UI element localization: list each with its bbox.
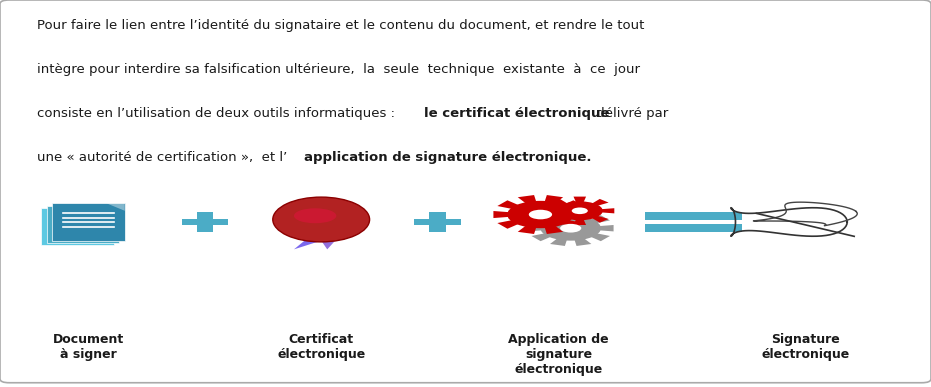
FancyBboxPatch shape: [182, 219, 228, 225]
Polygon shape: [294, 240, 321, 249]
FancyBboxPatch shape: [47, 205, 119, 243]
Text: délivré par: délivré par: [592, 107, 668, 120]
Circle shape: [557, 201, 602, 220]
Polygon shape: [532, 215, 553, 224]
Polygon shape: [574, 238, 591, 246]
Polygon shape: [545, 225, 563, 234]
Polygon shape: [560, 200, 584, 209]
Ellipse shape: [273, 197, 370, 242]
FancyBboxPatch shape: [429, 212, 446, 231]
Circle shape: [560, 224, 581, 233]
Polygon shape: [518, 225, 536, 234]
Text: Application de
signature
électronique: Application de signature électronique: [508, 333, 609, 376]
Polygon shape: [106, 203, 125, 211]
Polygon shape: [550, 211, 567, 219]
Circle shape: [507, 201, 573, 228]
Polygon shape: [550, 238, 567, 246]
Polygon shape: [599, 208, 614, 213]
FancyBboxPatch shape: [196, 212, 213, 231]
Text: intègre pour interdire sa falsification ultérieure,  la  seule  technique  exist: intègre pour interdire sa falsification …: [37, 63, 641, 76]
Text: Pour faire le lien entre l’identité du signataire et le contenu du document, et : Pour faire le lien entre l’identité du s…: [37, 19, 644, 32]
Polygon shape: [568, 211, 587, 218]
Polygon shape: [321, 240, 336, 249]
Circle shape: [540, 216, 601, 241]
Polygon shape: [528, 225, 546, 231]
Polygon shape: [518, 195, 536, 204]
Text: Certificat
électronique: Certificat électronique: [277, 333, 365, 361]
FancyBboxPatch shape: [414, 219, 461, 225]
Text: consiste en l’utilisation de deux outils informatiques :: consiste en l’utilisation de deux outils…: [37, 107, 399, 120]
Polygon shape: [588, 215, 610, 224]
Polygon shape: [591, 199, 609, 206]
FancyBboxPatch shape: [41, 208, 114, 245]
Polygon shape: [573, 197, 586, 203]
Text: Document
à signer: Document à signer: [53, 333, 124, 361]
Ellipse shape: [294, 208, 336, 223]
Polygon shape: [551, 199, 569, 206]
FancyBboxPatch shape: [644, 224, 743, 232]
Polygon shape: [545, 195, 563, 204]
Polygon shape: [546, 208, 560, 213]
Circle shape: [529, 210, 552, 219]
Polygon shape: [574, 211, 591, 219]
FancyBboxPatch shape: [52, 203, 125, 241]
FancyBboxPatch shape: [644, 212, 743, 220]
Polygon shape: [551, 216, 569, 223]
Polygon shape: [591, 216, 609, 223]
Text: le certificat électronique: le certificat électronique: [424, 107, 609, 120]
Polygon shape: [497, 200, 521, 209]
Text: application de signature électronique.: application de signature électronique.: [304, 151, 592, 164]
Polygon shape: [596, 225, 614, 231]
Polygon shape: [588, 233, 610, 241]
Text: une « autorité de certification »,  et l’: une « autorité de certification », et l’: [37, 151, 288, 164]
Polygon shape: [560, 219, 584, 229]
Text: Signature
électronique: Signature électronique: [762, 333, 849, 361]
Polygon shape: [532, 233, 553, 241]
Circle shape: [572, 207, 587, 214]
Polygon shape: [497, 219, 521, 229]
Polygon shape: [573, 219, 586, 225]
Polygon shape: [493, 211, 513, 218]
